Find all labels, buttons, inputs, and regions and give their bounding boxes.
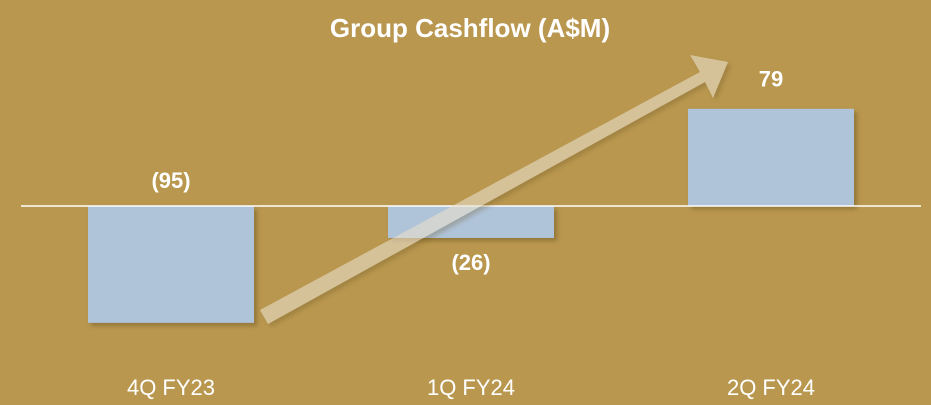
x-tick-label: 1Q FY24 (427, 375, 515, 400)
value-label: (26) (451, 250, 490, 275)
arrow (260, 55, 728, 324)
bar (688, 108, 854, 206)
labels: (95) 4Q FY23 (26) 1Q FY24 79 2Q FY24 (127, 67, 815, 400)
bars (88, 108, 854, 323)
x-tick-label: 2Q FY24 (727, 375, 815, 400)
trend-arrow (260, 55, 728, 324)
bar (88, 206, 254, 323)
chart-title: Group Cashflow (A$M) (330, 13, 610, 43)
x-tick-label: 4Q FY23 (127, 375, 215, 400)
value-label: 79 (759, 67, 783, 92)
value-label: (95) (151, 168, 190, 193)
